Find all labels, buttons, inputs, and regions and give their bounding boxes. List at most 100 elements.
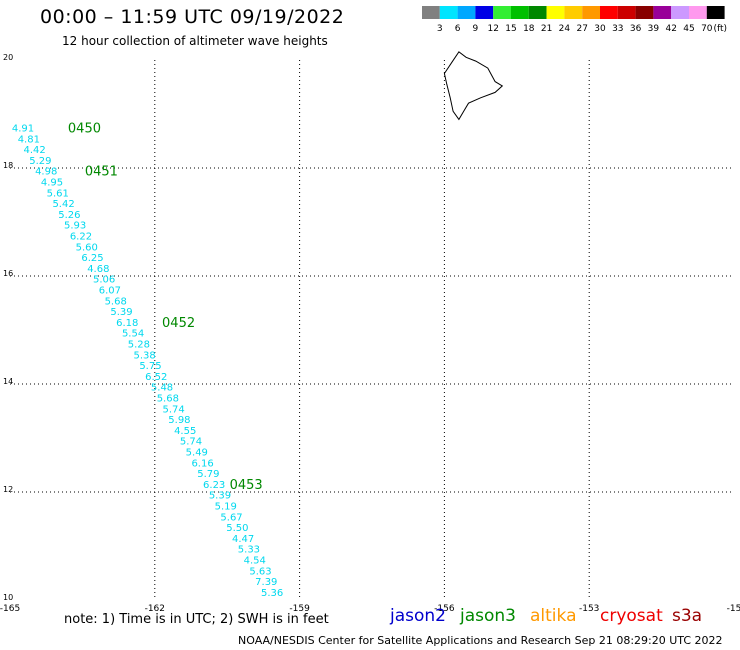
legend-label: 42 [665, 24, 676, 34]
swh-value: 5.75 [139, 361, 161, 372]
swh-value: 5.98 [168, 415, 190, 426]
lat-tick-label: 20 [3, 53, 13, 62]
time-label: 0450 [68, 122, 101, 137]
graticule [10, 60, 734, 600]
lat-tick-label: 10 [3, 593, 13, 602]
legend-swatch [564, 6, 583, 19]
legend-label: 36 [630, 24, 642, 34]
swh-value: 5.39 [209, 491, 231, 502]
time-label: 0452 [162, 316, 195, 331]
swh-value: 5.61 [47, 188, 69, 199]
satellite-s3a: s3a [672, 606, 703, 626]
hawaii-island-coastline [443, 51, 504, 121]
satellite-altika: altika [530, 606, 577, 626]
legend-label: 24 [559, 24, 571, 34]
swh-value: 6.25 [81, 253, 103, 264]
page-title: 00:00 – 11:59 UTC 09/19/2022 [40, 6, 345, 28]
lat-tick-label: 14 [3, 377, 13, 386]
swh-value: 4.98 [35, 167, 57, 178]
legend-swatch [653, 6, 672, 19]
legend-swatch [635, 6, 654, 19]
swh-value: 5.28 [128, 340, 150, 351]
lon-tick-label: -165 [0, 604, 20, 614]
legend-label: 27 [576, 24, 587, 34]
swh-value: 5.38 [134, 350, 156, 361]
legend-swatch [528, 6, 547, 19]
legend-swatch [493, 6, 511, 19]
lat-tick-label: 12 [3, 485, 13, 494]
swh-value: 6.23 [203, 480, 225, 491]
legend-swatch [582, 6, 600, 19]
time-label: 0453 [230, 478, 263, 493]
swh-value: 5.50 [226, 523, 248, 534]
swh-value: 4.95 [41, 178, 63, 189]
legend-label: 9 [473, 24, 479, 34]
swh-value: 5.79 [197, 469, 219, 480]
swh-value: 4.55 [174, 426, 196, 437]
satellite-cryosat: cryosat [600, 606, 663, 626]
legend-swatch [546, 6, 565, 19]
swh-value: 5.19 [215, 502, 237, 513]
lat-tick-label: 18 [3, 161, 13, 170]
swh-value: 5.36 [261, 588, 283, 599]
satellite-jason3: jason3 [460, 606, 516, 626]
swh-value: 5.54 [122, 329, 144, 340]
legend-label: 6 [455, 24, 461, 34]
legend-label: 12 [487, 24, 498, 34]
page-subtitle: 12 hour collection of altimeter wave hei… [62, 34, 328, 48]
swh-value: 6.22 [70, 232, 92, 243]
swh-value: 5.68 [157, 394, 179, 405]
swh-value: 7.39 [255, 577, 277, 588]
legend-label: 30 [594, 24, 606, 34]
legend-swatch [439, 6, 458, 19]
legend-label: 33 [612, 24, 623, 34]
lon-tick-label: -15 [727, 604, 740, 614]
footer-note: note: 1) Time is in UTC; 2) SWH is in fe… [64, 612, 329, 627]
swh-value: 5.48 [151, 383, 173, 394]
swh-value: 5.42 [52, 199, 74, 210]
lon-tick-label: -162 [145, 604, 165, 614]
lat-tick-label: 16 [3, 269, 13, 278]
swh-value: 4.81 [18, 134, 40, 145]
lon-tick-label: -156 [434, 604, 455, 614]
swh-value: 5.63 [249, 566, 271, 577]
legend-swatch [617, 6, 636, 19]
time-label: 0451 [85, 165, 118, 180]
lon-tick-label: -153 [579, 604, 599, 614]
legend-swatch [422, 6, 440, 19]
legend-swatch [475, 6, 494, 19]
swh-value: 6.52 [145, 372, 167, 383]
swh-value: 5.74 [162, 404, 184, 415]
swh-value: 5.29 [29, 156, 51, 167]
legend-swatch [706, 6, 725, 19]
swh-value: 6.16 [191, 458, 213, 469]
swh-value: 5.93 [64, 221, 86, 232]
swh-value: 5.60 [76, 242, 98, 253]
swh-value: 4.91 [12, 124, 34, 135]
swh-value: 5.26 [58, 210, 80, 221]
swh-value: 5.74 [180, 437, 202, 448]
legend-label: 45 [683, 24, 694, 34]
swh-value: 4.47 [232, 534, 254, 545]
lon-tick-label: -159 [289, 604, 310, 614]
color-legend: 3 6 9 12 15 18 21 24 27 30 33 36 39 42 45 70 (ft) [422, 6, 727, 34]
legend-label: 70 [701, 24, 713, 34]
legend-label: 15 [505, 24, 516, 34]
swh-value: 5.39 [110, 307, 132, 318]
legend-unit: (ft) [713, 24, 727, 34]
swh-value: 5.06 [93, 275, 115, 286]
legend-label: 21 [541, 24, 552, 34]
legend-swatch [457, 6, 476, 19]
legend-label: 39 [648, 24, 660, 34]
satellite-jason2: jason2 [390, 606, 446, 626]
altimeter-track: 4.914.814.425.294.984.955.615.425.265.93… [12, 124, 283, 599]
swh-value: 5.67 [220, 512, 242, 523]
swh-value: 4.54 [244, 556, 266, 567]
swh-value: 5.68 [105, 296, 127, 307]
legend-label: 18 [523, 24, 535, 34]
swh-value: 5.33 [238, 545, 260, 556]
swh-value: 6.07 [99, 286, 121, 297]
footer-credit: NOAA/NESDIS Center for Satellite Applica… [238, 634, 723, 647]
legend-swatch [671, 6, 689, 19]
